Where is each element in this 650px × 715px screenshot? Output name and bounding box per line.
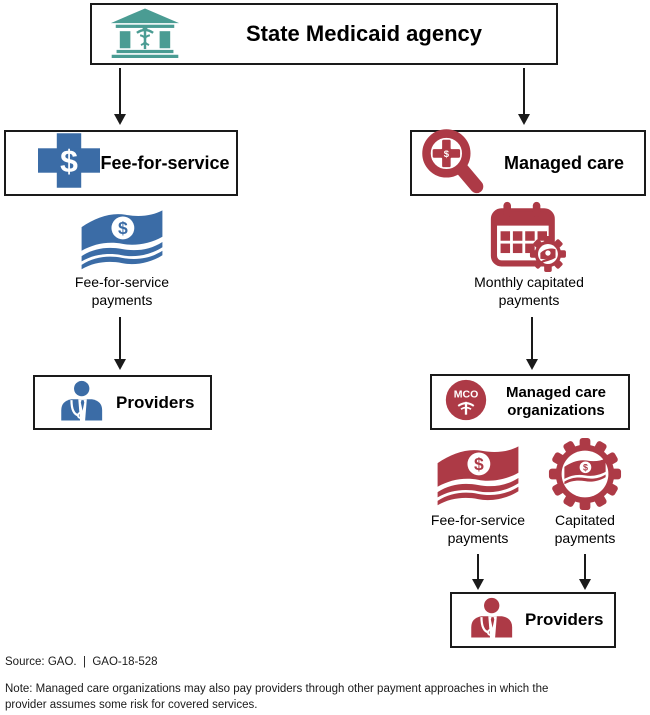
provider-person-stethoscope-icon-red xyxy=(467,597,513,643)
ffs-payments-caption-right: Fee-for-service payments xyxy=(430,512,526,546)
gear-banknote-icon: $ xyxy=(547,436,623,517)
providers-box-left: Providers xyxy=(33,375,212,430)
banknote-dollar-icon-red: $ xyxy=(434,442,522,512)
medical-cross-dollar-icon: $ xyxy=(38,133,100,193)
managed-care-box: $ Managed care xyxy=(410,128,646,196)
arrow-down-agency-to-managed-care xyxy=(518,68,530,125)
mco-label: Managed care organizations xyxy=(505,384,607,419)
arrow-down-ffs-to-providers xyxy=(114,317,126,370)
magnifier-medical-cross-dollar-icon: $ xyxy=(418,126,488,201)
fee-for-service-label: Fee-for-service xyxy=(100,152,230,173)
fee-for-service-box: $ Fee-for-service xyxy=(4,130,238,196)
ffs-payments-caption: Fee-for-service payments xyxy=(74,274,170,308)
svg-text:$: $ xyxy=(444,148,450,159)
arrow-down-capitated-to-mco xyxy=(526,317,538,370)
mco-badge-caduceus-icon: MCO xyxy=(444,378,488,427)
calendar-gear-icon xyxy=(488,200,570,277)
providers-left-label: Providers xyxy=(116,392,195,412)
provider-person-stethoscope-icon xyxy=(57,380,103,426)
managed-care-organizations-box: MCO Managed care organizations xyxy=(430,374,630,430)
svg-text:$: $ xyxy=(474,454,484,474)
state-medicaid-agency-box: State Medicaid agency xyxy=(90,3,558,65)
providers-right-label: Providers xyxy=(525,610,604,629)
providers-box-right: Providers xyxy=(450,592,616,648)
government-building-caduceus-icon xyxy=(106,6,184,63)
svg-text:$: $ xyxy=(583,462,588,472)
arrow-down-agency-to-ffs xyxy=(114,68,126,125)
arrow-down-capitated-to-providers-right xyxy=(579,554,591,590)
svg-text:$: $ xyxy=(118,218,128,238)
state-medicaid-agency-label: State Medicaid agency xyxy=(246,21,482,46)
banknote-dollar-icon-blue: $ xyxy=(78,206,166,276)
source-text: Source: GAO. | GAO-18-528 xyxy=(5,656,158,668)
svg-text:$: $ xyxy=(60,143,78,179)
note-text: Note: Managed care organizations may als… xyxy=(5,683,549,712)
svg-text:MCO: MCO xyxy=(454,388,479,400)
arrow-down-ffs-to-providers-right xyxy=(472,554,484,590)
capitated-payments-caption: Capitated payments xyxy=(554,512,616,546)
monthly-capitated-caption: Monthly capitated payments xyxy=(474,274,584,308)
managed-care-label: Managed care xyxy=(503,152,625,173)
